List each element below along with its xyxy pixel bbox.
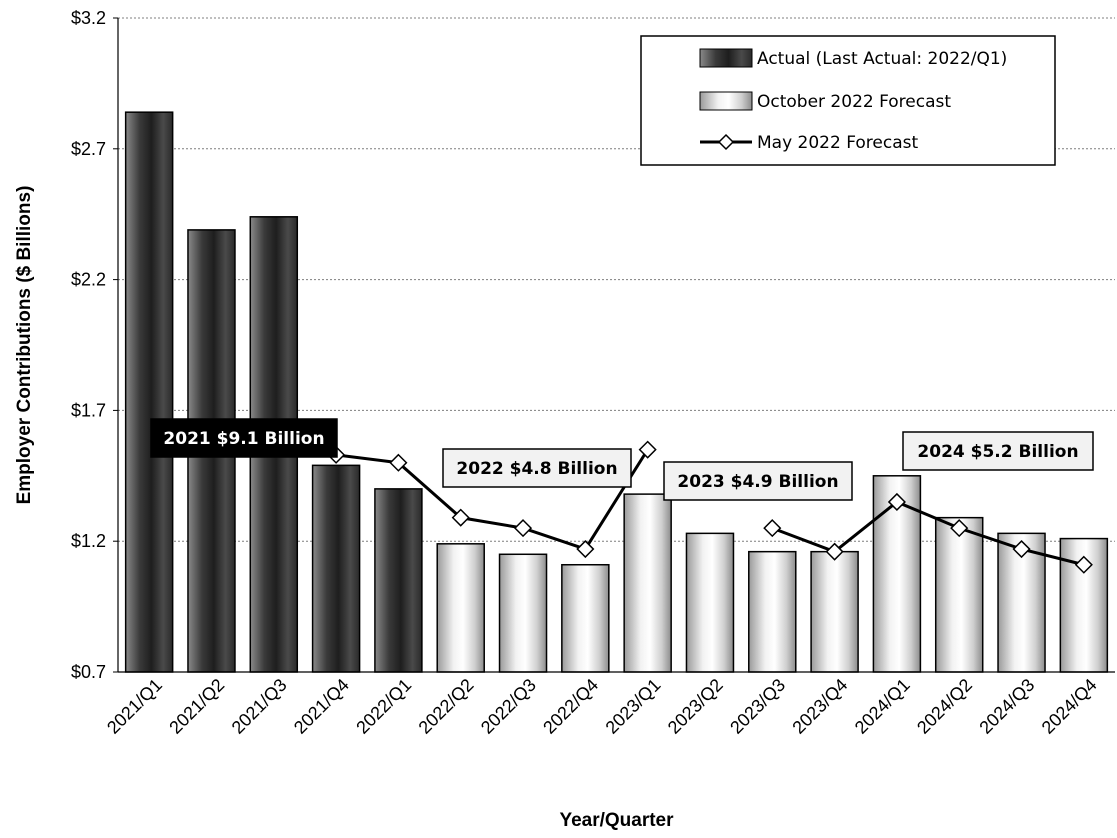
- bar-2023-q1: [623, 493, 672, 673]
- legend-label: October 2022 Forecast: [757, 92, 951, 112]
- line-point: [389, 453, 408, 472]
- y-tick-label: $3.2: [71, 8, 106, 28]
- annotation-box: [442, 448, 632, 488]
- y-tick-label: $0.7: [71, 662, 106, 682]
- annotation-label: 2022 $4.8 Billion: [456, 459, 617, 479]
- x-tick-label: 2024/Q1: [851, 675, 914, 738]
- y-tick-label: $1.2: [71, 531, 106, 551]
- series-line: [771, 500, 1085, 567]
- bar-2023-q4: [810, 550, 859, 673]
- line-point: [1074, 555, 1093, 574]
- annotation-box: [150, 418, 338, 458]
- x-tick-label: 2023/Q4: [788, 675, 851, 738]
- x-tick-label: 2021/Q1: [103, 675, 166, 738]
- line-point: [825, 542, 844, 561]
- y-axis-title: Employer Contributions ($ Billions): [14, 186, 35, 505]
- annotation-label: 2024 $5.2 Billion: [917, 442, 1078, 462]
- legend: Actual (Last Actual: 2022/Q1) October 202…: [640, 35, 1056, 166]
- x-tick-label: 2024/Q4: [1038, 675, 1101, 738]
- annotation-label: 2023 $4.9 Billion: [677, 472, 838, 492]
- x-tick-label: 2021/Q2: [165, 675, 228, 738]
- x-tick-label: 2022/Q1: [352, 675, 415, 738]
- line-point: [451, 508, 470, 527]
- bar-2022-q3: [498, 553, 548, 673]
- x-tick-label: 2023/Q2: [664, 675, 727, 738]
- bar-2021-q1: [124, 111, 174, 673]
- line-point: [887, 492, 906, 512]
- bar-2023-q2: [685, 532, 735, 673]
- may-forecast-line: [327, 440, 1093, 574]
- x-tick-label: 2021/Q3: [228, 675, 291, 738]
- x-tick-label: 2022/Q3: [477, 675, 540, 738]
- bar-2024-q2: [934, 516, 984, 673]
- bar-2024-q3: [997, 532, 1046, 673]
- line-point: [513, 519, 533, 538]
- bar-2022-q1: [374, 488, 423, 673]
- y-tick-label: $1.7: [71, 400, 106, 420]
- y-tick-label: $2.7: [71, 139, 106, 159]
- x-tick-label: 2022/Q2: [415, 675, 478, 738]
- line-point: [1012, 539, 1031, 559]
- annotation-label: 2021 $9.1 Billion: [163, 429, 324, 449]
- x-tick-label: 2023/Q3: [726, 675, 789, 738]
- bars: [124, 111, 1109, 673]
- bar-2022-q4: [561, 563, 610, 673]
- line-point: [763, 519, 782, 538]
- legend-label: May 2022 Forecast: [757, 133, 918, 153]
- series-line: [335, 448, 649, 551]
- legend-marker: [717, 133, 735, 151]
- x-tick-label: 2023/Q1: [602, 675, 665, 738]
- annotations: 2021 $9.1 Billion 2022 $4.8 Billion 2023 $…: [150, 418, 1094, 501]
- x-tick-label: 2022/Q4: [539, 675, 602, 738]
- bar-2023-q3: [748, 550, 797, 673]
- legend-swatch: [699, 48, 753, 68]
- line-point: [950, 519, 969, 538]
- x-tick-label: 2024/Q2: [913, 675, 976, 738]
- annotation-box: [663, 461, 853, 501]
- annotation-box: [902, 431, 1094, 471]
- y-tick-label: $2.2: [71, 270, 106, 290]
- x-tick-label: 2024/Q3: [975, 675, 1038, 738]
- x-axis-title: Year/Quarter: [559, 810, 674, 831]
- legend-swatch: [699, 91, 753, 111]
- bar-2021-q4: [311, 464, 361, 673]
- bar-2022-q2: [436, 543, 485, 673]
- x-tick-label: 2021/Q4: [290, 675, 353, 738]
- line-point: [576, 539, 595, 559]
- legend-label: Actual (Last Actual: 2022/Q1): [757, 49, 1007, 69]
- line-point: [638, 440, 657, 459]
